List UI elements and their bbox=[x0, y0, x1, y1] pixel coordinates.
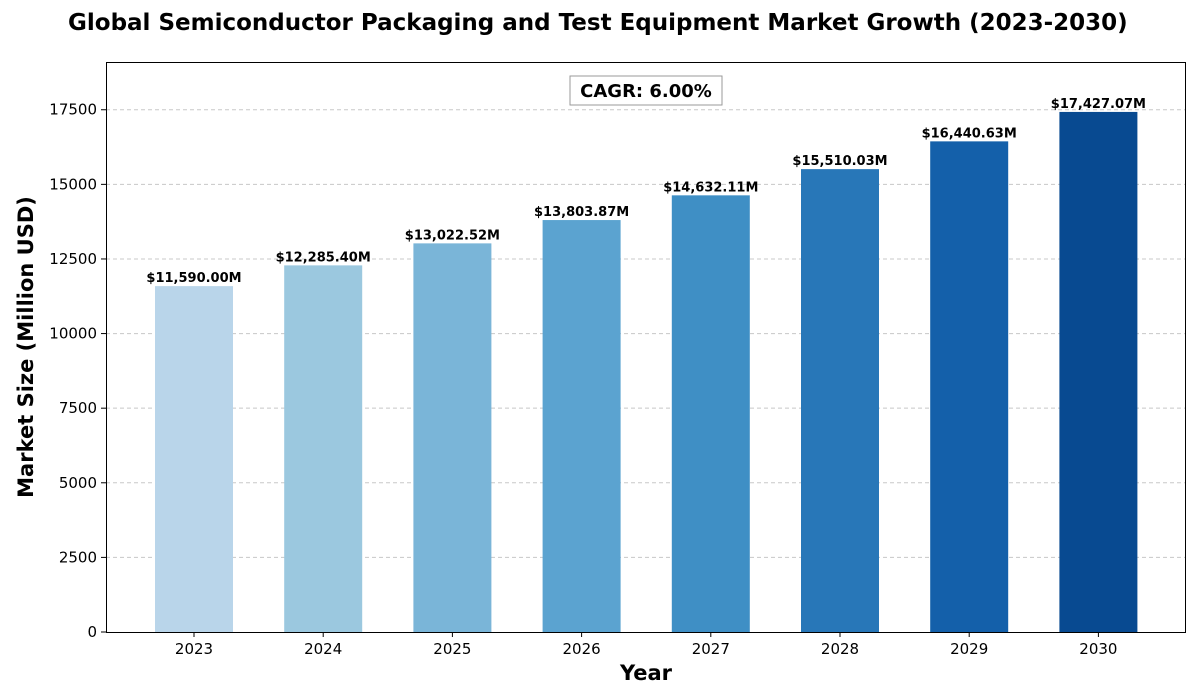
x-tick-label: 2029 bbox=[950, 640, 988, 658]
bar bbox=[155, 286, 233, 632]
bar bbox=[930, 141, 1009, 632]
bar-value-label: $13,803.87M bbox=[534, 205, 629, 220]
y-tick-label: 7500 bbox=[59, 399, 97, 417]
cagr-annotation: CAGR: 6.00% bbox=[569, 75, 723, 106]
bar-value-label: $11,590.00M bbox=[146, 271, 241, 286]
cagr-label: CAGR: 6.00% bbox=[580, 81, 712, 102]
bar bbox=[284, 265, 363, 632]
bar-value-label: $13,022.52M bbox=[405, 228, 500, 243]
y-tick-label: 15000 bbox=[49, 175, 97, 193]
plot-frame bbox=[106, 62, 1186, 633]
cagr-box bbox=[569, 75, 723, 106]
bar bbox=[801, 169, 879, 632]
y-axis: 0 2500 5000 7500 10000 12500 15000 17500 bbox=[49, 101, 106, 641]
x-tick-label: 2030 bbox=[1079, 640, 1117, 658]
bars bbox=[155, 111, 1138, 633]
x-axis-label: Year bbox=[619, 661, 673, 685]
bar bbox=[542, 220, 621, 632]
x-axis: 2023 2024 2025 2026 2027 2028 2029 2030 bbox=[175, 632, 1117, 658]
y-tick-label: 2500 bbox=[59, 548, 97, 566]
bar-value-label: $16,440.63M bbox=[922, 126, 1017, 141]
x-tick-label: 2025 bbox=[433, 640, 471, 658]
bar-value-label: $17,427.07M bbox=[1051, 97, 1146, 112]
x-tick-label: 2024 bbox=[304, 640, 342, 658]
y-tick-label: 12500 bbox=[49, 250, 97, 268]
bar bbox=[1059, 111, 1138, 633]
bar bbox=[413, 243, 492, 633]
y-tick-label: 5000 bbox=[59, 474, 97, 492]
x-tick-label: 2023 bbox=[175, 640, 213, 658]
x-tick-label: 2027 bbox=[692, 640, 730, 658]
y-tick-label: 17500 bbox=[49, 101, 97, 119]
bar-value-label: $14,632.11M bbox=[663, 180, 758, 195]
bar-value-label: $15,510.03M bbox=[792, 154, 887, 169]
data-labels: $11,590.00M $12,285.40M $13,022.52M $13,803… bbox=[146, 97, 1146, 286]
y-axis-label: Market Size (Million USD) bbox=[14, 196, 38, 498]
x-tick-label: 2028 bbox=[821, 640, 859, 658]
x-tick-label: 2026 bbox=[563, 640, 601, 658]
chart-title: Global Semiconductor Packaging and Test … bbox=[68, 10, 1128, 36]
bar bbox=[671, 195, 750, 632]
gridlines bbox=[106, 109, 1185, 558]
bar-value-label: $12,285.40M bbox=[276, 250, 371, 265]
y-tick-label: 10000 bbox=[49, 325, 97, 343]
y-tick-label: 0 bbox=[87, 623, 97, 641]
